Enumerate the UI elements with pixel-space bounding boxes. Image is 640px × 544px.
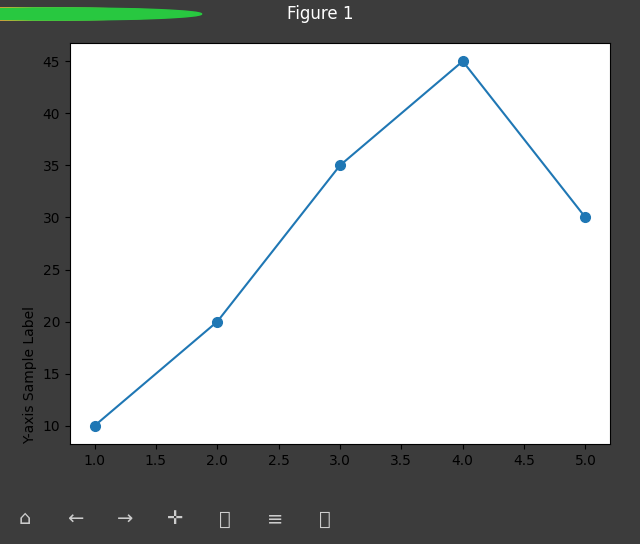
Circle shape (0, 8, 157, 20)
Text: 🔍: 🔍 (219, 510, 231, 529)
Text: 💾: 💾 (319, 510, 331, 529)
Circle shape (0, 8, 202, 20)
Y-axis label: Y-axis Sample Label: Y-axis Sample Label (23, 306, 37, 444)
Text: Figure 1: Figure 1 (287, 5, 353, 23)
Text: ✛: ✛ (167, 510, 183, 529)
Text: ⌂: ⌂ (19, 510, 31, 529)
Circle shape (0, 8, 179, 20)
Text: ←: ← (67, 510, 83, 529)
Text: →: → (117, 510, 133, 529)
Text: ≡: ≡ (267, 510, 283, 529)
